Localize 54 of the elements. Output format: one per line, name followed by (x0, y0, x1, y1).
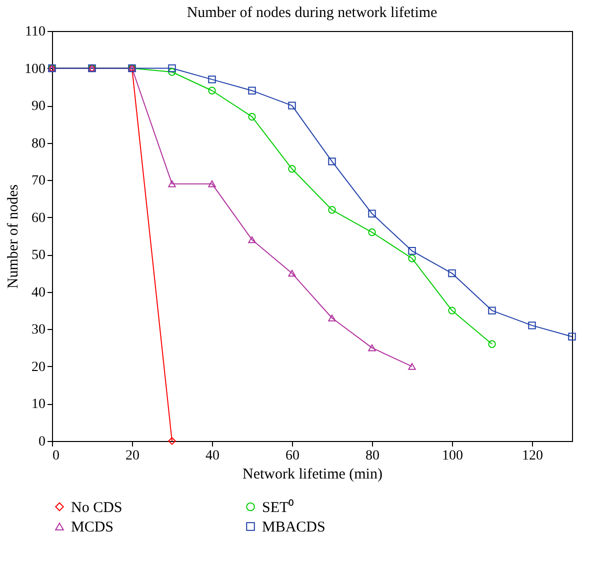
point (208, 76, 216, 84)
point (528, 322, 536, 330)
point (288, 270, 296, 277)
y-tick-label: 50 (32, 248, 46, 264)
point (208, 86, 216, 94)
point (448, 306, 456, 314)
chart-title: Number of nodes during network lifetime (186, 5, 438, 21)
legend-label: No CDS (71, 500, 122, 516)
x-tick-label: 120 (522, 448, 543, 464)
x-tick-label: 80 (366, 448, 380, 464)
y-tick-label: 100 (24, 62, 46, 77)
point (168, 68, 176, 76)
point (568, 332, 576, 340)
point (408, 254, 416, 262)
point (328, 314, 336, 322)
x-tick-label: 20 (126, 448, 140, 464)
point (368, 344, 376, 352)
point (288, 165, 296, 173)
y-tick-label: 90 (32, 99, 46, 114)
x-tick-label: 0 (52, 448, 60, 464)
y-tick-label: 10 (32, 397, 46, 412)
point (328, 158, 336, 166)
x-tick-label: 100 (442, 448, 463, 464)
point (448, 269, 456, 278)
y-tick-label: 70 (32, 174, 46, 189)
point (368, 210, 376, 218)
y-tick-label: 110 (25, 24, 46, 40)
point (488, 340, 496, 348)
y-tick-label: 60 (32, 210, 46, 226)
y-axis-title: Number of nodes (6, 184, 22, 289)
x-tick-label: 40 (206, 448, 220, 464)
y-tick-label: 30 (32, 322, 46, 338)
point (408, 247, 416, 255)
point (248, 112, 256, 121)
point (248, 236, 256, 244)
legend-label: MBACDS (262, 520, 326, 536)
legend-label: MCDS (71, 520, 114, 536)
point (328, 206, 336, 214)
point (248, 86, 256, 94)
point (168, 437, 176, 445)
y-tick-label: 80 (32, 136, 46, 152)
point (288, 102, 296, 110)
x-axis-title: Network lifetime (min) (242, 466, 382, 482)
y-tick-label: 0 (38, 434, 46, 450)
point (168, 64, 176, 72)
point (368, 228, 376, 236)
y-tick-label: 40 (32, 285, 46, 300)
point (208, 180, 216, 188)
point (168, 180, 176, 188)
legend-label: SET⁰ (262, 498, 294, 516)
y-tick-label: 20 (32, 360, 46, 375)
x-tick-label: 60 (286, 448, 300, 464)
point (408, 363, 416, 370)
point (488, 306, 496, 314)
